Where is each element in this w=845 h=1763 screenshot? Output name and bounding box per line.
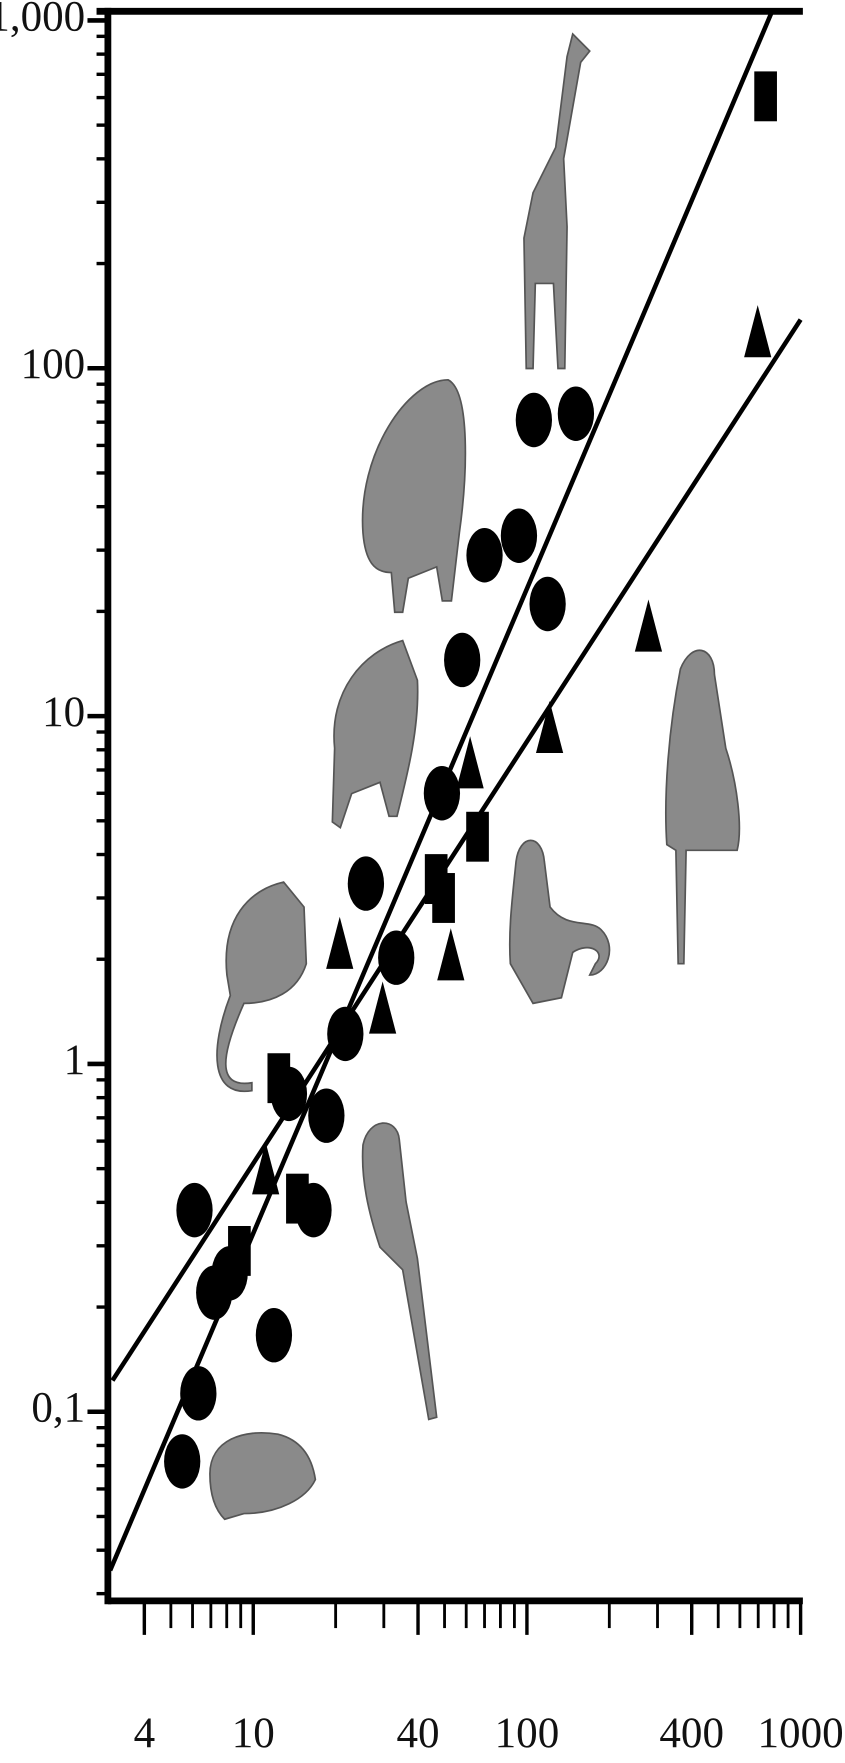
triangle-point	[326, 917, 353, 969]
circle-point	[501, 509, 537, 563]
square-point	[228, 1226, 251, 1276]
triangle-point	[369, 981, 396, 1033]
circle-point	[327, 1007, 363, 1061]
circle-point	[180, 1366, 216, 1420]
giraffe-illustration	[524, 34, 590, 368]
circle-point	[424, 766, 460, 820]
triangle-point	[744, 305, 771, 357]
x-tick-label: 1000	[758, 1710, 844, 1757]
y-tick-label: 0,1	[31, 1385, 85, 1432]
triangle-point	[437, 928, 464, 980]
circle-point	[516, 393, 552, 447]
y-tick-label: 10	[42, 689, 85, 736]
circle-point	[466, 528, 502, 582]
x-tick-label: 40	[396, 1710, 439, 1757]
circle-point	[256, 1308, 292, 1362]
circle-point	[529, 577, 565, 631]
rat-illustration	[217, 882, 306, 1091]
square-point	[267, 1053, 290, 1103]
chart: 0,1 1 10 100 1,000 4 10 40 100 400 1000	[0, 0, 845, 1763]
triangle-point	[536, 701, 563, 753]
circle-point	[558, 387, 594, 441]
capybara-illustration	[363, 380, 466, 612]
circle-point	[164, 1434, 200, 1488]
circle-point	[308, 1088, 344, 1142]
shrew-illustration	[210, 1433, 315, 1519]
tamarin-illustration	[510, 840, 610, 1003]
circle-point	[176, 1183, 212, 1237]
y-tick-label: 1	[64, 1037, 86, 1084]
page: {"chart_data": {"type": "scatter", "xsca…	[0, 0, 845, 1763]
triangle-point	[252, 1142, 279, 1194]
circle-point	[378, 931, 414, 985]
square-point	[286, 1174, 309, 1224]
circle-point	[444, 633, 480, 687]
square-point	[466, 812, 489, 862]
square-point	[754, 71, 777, 121]
x-tick-label: 10	[232, 1710, 275, 1757]
y-tick-label: 1,000	[0, 0, 85, 40]
x-tick-label: 100	[495, 1710, 560, 1757]
triangle-point	[635, 600, 662, 652]
circle-point	[348, 856, 384, 910]
agouti-illustration	[332, 641, 417, 828]
marmoset-illustration	[363, 1123, 437, 1419]
square-point	[432, 873, 455, 923]
y-tick-label: 100	[21, 341, 86, 388]
macaque-illustration	[666, 650, 739, 963]
x-tick-label: 400	[659, 1710, 724, 1757]
x-tick-label: 4	[134, 1710, 156, 1757]
